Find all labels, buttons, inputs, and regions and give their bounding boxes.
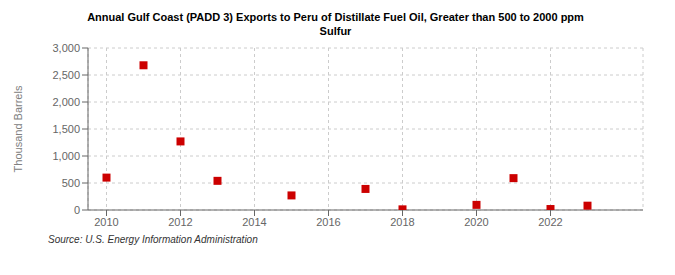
svg-text:2012: 2012 (168, 216, 192, 228)
svg-text:2,000: 2,000 (52, 96, 80, 108)
svg-text:3,000: 3,000 (52, 42, 80, 54)
svg-text:500: 500 (62, 177, 80, 189)
svg-text:1,500: 1,500 (52, 123, 80, 135)
svg-text:0: 0 (74, 204, 80, 216)
svg-text:2020: 2020 (464, 216, 488, 228)
svg-text:2010: 2010 (94, 216, 118, 228)
svg-text:2022: 2022 (538, 216, 562, 228)
html-text:Source: U.S. Energy Informatio: Source: U.S. Energy Information Administ… (48, 234, 258, 245)
svg-text:2,500: 2,500 (52, 69, 80, 81)
svg-text:2016: 2016 (316, 216, 340, 228)
svg-text:Thousand Barrels: Thousand Barrels (12, 85, 24, 172)
svg-text:2018: 2018 (390, 216, 414, 228)
html-text:Annual Gulf Coast (PADD 3) Exp: Annual Gulf Coast (PADD 3) Exports to Pe… (87, 11, 584, 23)
svg-text:1,000: 1,000 (52, 150, 80, 162)
svg-text:2014: 2014 (242, 216, 266, 228)
html-text:Sulfur: Sulfur (319, 25, 352, 37)
